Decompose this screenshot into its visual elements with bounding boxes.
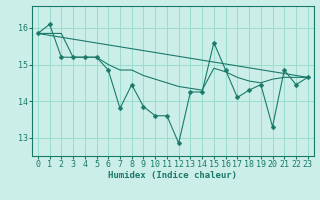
X-axis label: Humidex (Indice chaleur): Humidex (Indice chaleur) — [108, 171, 237, 180]
